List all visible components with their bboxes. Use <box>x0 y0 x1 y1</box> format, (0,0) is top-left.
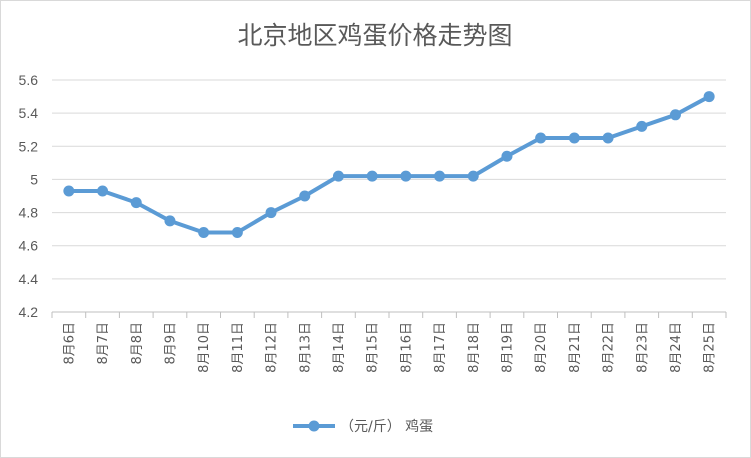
data-point <box>366 170 378 182</box>
data-point <box>568 132 580 144</box>
data-point <box>703 91 715 103</box>
x-tick-label: 8月18日 <box>467 322 482 373</box>
x-tick-label: 8月9日 <box>163 322 178 365</box>
x-tick-label: 8月12日 <box>265 322 280 373</box>
x-tick-label: 8月24日 <box>669 322 684 373</box>
data-point <box>164 215 176 227</box>
x-tick-label: 8月20日 <box>534 322 549 373</box>
chart-title: 北京地区鸡蛋价格走势图 <box>237 21 512 50</box>
y-tick-label: 5 <box>30 171 38 187</box>
x-tick-label: 8月15日 <box>366 322 381 373</box>
data-point <box>130 197 142 209</box>
y-tick-label: 4.4 <box>19 271 39 287</box>
y-tick-label: 4.8 <box>19 205 39 221</box>
legend-label: （元/斤） 鸡蛋 <box>340 418 433 435</box>
data-point <box>400 170 412 182</box>
y-tick-label: 4.6 <box>19 238 39 254</box>
legend-marker-swatch <box>308 420 320 432</box>
gridlines <box>52 79 726 280</box>
data-point <box>198 226 210 238</box>
x-tick-label: 8月22日 <box>602 322 617 373</box>
y-tick-label: 5.2 <box>19 138 39 154</box>
x-tick-label: 8月13日 <box>298 322 313 373</box>
data-point <box>231 226 243 238</box>
data-point <box>669 109 681 121</box>
x-tick-label: 8月7日 <box>96 322 111 365</box>
x-tick-label: 8月6日 <box>62 322 77 365</box>
data-point <box>299 190 311 202</box>
x-tick-label: 8月25日 <box>703 322 718 373</box>
x-axis <box>51 311 727 318</box>
data-point <box>501 150 513 162</box>
legend: （元/斤） 鸡蛋 <box>293 418 433 435</box>
y-tick-label: 5.6 <box>19 72 39 88</box>
series-layer <box>63 91 715 238</box>
x-tick-label: 8月8日 <box>130 322 145 365</box>
data-point <box>63 185 75 197</box>
x-tick-label: 8月10日 <box>197 322 212 373</box>
data-point <box>265 207 277 219</box>
data-point <box>467 170 479 182</box>
data-point <box>636 120 648 132</box>
series-line <box>68 94 711 235</box>
x-axis-ticks: 8月6日 8月7日 8月8日 8月9日 8月10日 8月11日 8月12日 8月13日 8月14… <box>62 322 717 373</box>
x-tick-label: 8月11日 <box>231 322 246 373</box>
data-point <box>332 170 344 182</box>
data-point <box>434 170 446 182</box>
x-tick-label: 8月16日 <box>399 322 414 373</box>
data-point <box>97 185 109 197</box>
data-point <box>602 132 614 144</box>
x-tick-label: 8月14日 <box>332 322 347 373</box>
x-tick-label: 8月17日 <box>433 322 448 373</box>
data-point <box>535 132 547 144</box>
x-tick-label: 8月21日 <box>568 322 583 373</box>
x-tick-label: 8月23日 <box>635 322 650 373</box>
x-tick-label: 8月19日 <box>501 322 516 373</box>
y-tick-label: 4.2 <box>19 304 39 320</box>
y-tick-label: 5.4 <box>19 105 39 121</box>
y-axis-ticks: 4.2 4.4 4.6 4.8 5 5.2 5.4 5.6 <box>19 72 39 320</box>
